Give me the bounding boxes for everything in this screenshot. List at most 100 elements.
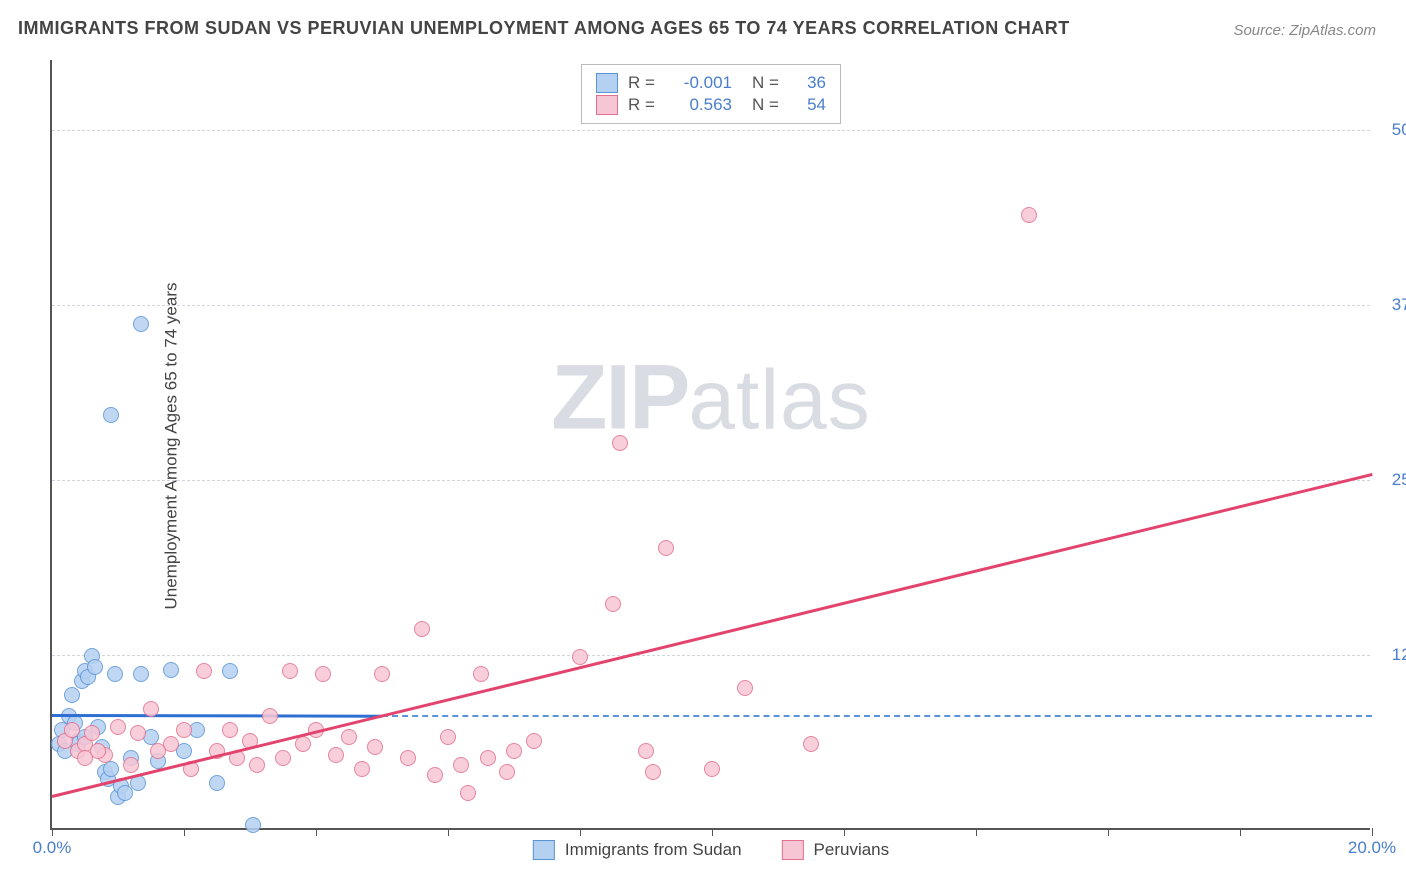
y-tick-label: 12.5% [1392,645,1406,665]
data-point [704,761,720,777]
x-tick-label: 0.0% [33,838,72,858]
y-tick-label: 50.0% [1392,120,1406,140]
data-point [803,736,819,752]
data-point [64,687,80,703]
data-point [87,659,103,675]
x-tick [316,828,317,836]
data-point [84,725,100,741]
data-point [176,722,192,738]
data-point [427,767,443,783]
legend-swatch [596,73,618,93]
data-point [605,596,621,612]
data-point [222,663,238,679]
scatter-plot: ZIPatlas R =-0.001N =36R =0.563N =54 Imm… [50,60,1370,830]
data-point [130,725,146,741]
legend-n-label: N = [752,73,786,93]
legend-row: R = -0.001 N = 36 [596,73,826,93]
legend-swatch [782,840,804,860]
x-tick [52,828,53,836]
data-point [572,649,588,665]
data-point [103,407,119,423]
legend-n-label: N = [752,95,786,115]
data-point [209,775,225,791]
data-point [480,750,496,766]
series-legend-item: Peruvians [782,840,890,860]
series-legend: Immigrants from Sudan Peruvians [533,840,889,860]
data-point [282,663,298,679]
x-tick [1372,828,1373,836]
x-tick [184,828,185,836]
data-point [64,722,80,738]
series-name: Peruvians [814,840,890,860]
trend-line [52,714,382,717]
data-point [440,729,456,745]
data-point [107,666,123,682]
data-point [163,736,179,752]
series-legend-item: Immigrants from Sudan [533,840,742,860]
data-point [341,729,357,745]
trend-line [52,473,1373,797]
data-point [473,666,489,682]
data-point [163,662,179,678]
data-point [645,764,661,780]
x-tick [844,828,845,836]
gridline [52,130,1370,131]
legend-r-value: -0.001 [672,73,732,93]
data-point [123,757,139,773]
legend-r-label: R = [628,95,662,115]
data-point [196,663,212,679]
legend-swatch [533,840,555,860]
x-tick-label: 20.0% [1348,838,1396,858]
legend-n-value: 54 [796,95,826,115]
data-point [460,785,476,801]
data-point [506,743,522,759]
x-tick [1108,828,1109,836]
legend-n-value: 36 [796,73,826,93]
y-tick-label: 25.0% [1392,470,1406,490]
data-point [658,540,674,556]
x-tick [1240,828,1241,836]
data-point [526,733,542,749]
data-point [414,621,430,637]
gridline [52,480,1370,481]
data-point [315,666,331,682]
data-point [354,761,370,777]
x-tick [712,828,713,836]
x-tick [580,828,581,836]
legend-row: R = 0.563 N = 54 [596,95,826,115]
data-point [245,817,261,833]
y-tick-label: 37.5% [1392,295,1406,315]
data-point [133,316,149,332]
data-point [367,739,383,755]
legend-r-label: R = [628,73,662,93]
correlation-legend: R = -0.001 N = 36 R = 0.563 N = 54 [581,64,841,124]
legend-swatch [596,95,618,115]
data-point [143,701,159,717]
watermark: ZIPatlas [551,345,871,450]
data-point [328,747,344,763]
chart-title: IMMIGRANTS FROM SUDAN VS PERUVIAN UNEMPL… [18,18,1070,39]
trend-line-extension [382,715,1372,717]
data-point [222,722,238,738]
data-point [262,708,278,724]
data-point [453,757,469,773]
x-tick [976,828,977,836]
legend-r-value: 0.563 [672,95,732,115]
data-point [612,435,628,451]
gridline [52,655,1370,656]
data-point [249,757,265,773]
data-point [295,736,311,752]
series-name: Immigrants from Sudan [565,840,742,860]
data-point [103,761,119,777]
data-point [400,750,416,766]
data-point [499,764,515,780]
data-point [374,666,390,682]
data-point [90,743,106,759]
data-point [638,743,654,759]
gridline [52,305,1370,306]
x-tick [448,828,449,836]
data-point [110,719,126,735]
data-point [1021,207,1037,223]
data-point [275,750,291,766]
data-point [737,680,753,696]
